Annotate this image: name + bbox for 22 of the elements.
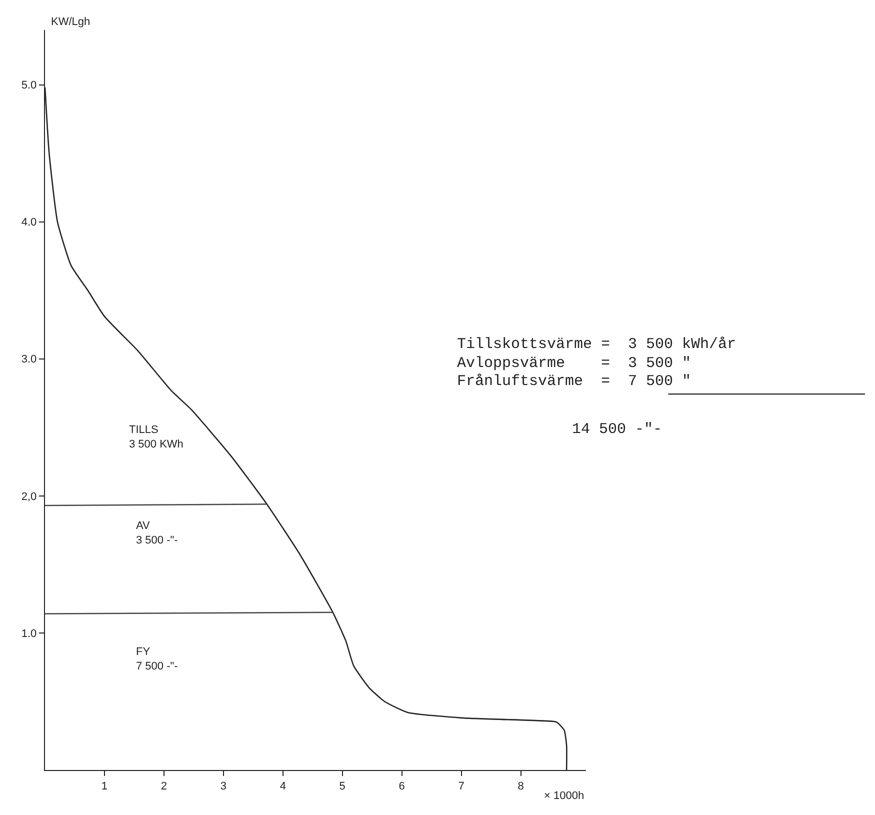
x-tick-label: 3 bbox=[220, 780, 226, 792]
annotation: 14 500 -"- bbox=[572, 421, 662, 438]
x-tick-label: 8 bbox=[518, 780, 524, 792]
x-tick-label: 5 bbox=[339, 780, 346, 792]
y-axis-title: KW/Lgh bbox=[51, 16, 90, 28]
y-tick-label: 5.0 bbox=[21, 80, 37, 92]
y-tick-label: 1.0 bbox=[21, 628, 37, 640]
annotation: AV 3 500 -"- bbox=[136, 520, 178, 546]
x-tick-label: 6 bbox=[398, 780, 405, 792]
annotation: Frånluftsvärme = 7 500 " bbox=[457, 373, 692, 390]
y-tick-label: 2,0 bbox=[21, 490, 37, 503]
x-tick-label: 1 bbox=[101, 780, 108, 792]
x-tick-label: 2 bbox=[160, 780, 168, 792]
annotation: Tillskottsvärme = 3 500 kWh/år bbox=[457, 336, 736, 353]
annotation: FY 7 500 -"- bbox=[136, 646, 178, 672]
x-tick-label: 4 bbox=[280, 780, 286, 792]
annotation: TILLS 3 500 KWh bbox=[129, 424, 184, 450]
y-tick-label: 4.0 bbox=[21, 216, 37, 229]
x-axis-title: × 1000h bbox=[544, 790, 584, 802]
x-tick-label: 7 bbox=[458, 780, 464, 792]
annotation: Avloppsvärme = 3 500 " bbox=[457, 355, 692, 372]
y-tick-label: 3.0 bbox=[21, 354, 37, 366]
